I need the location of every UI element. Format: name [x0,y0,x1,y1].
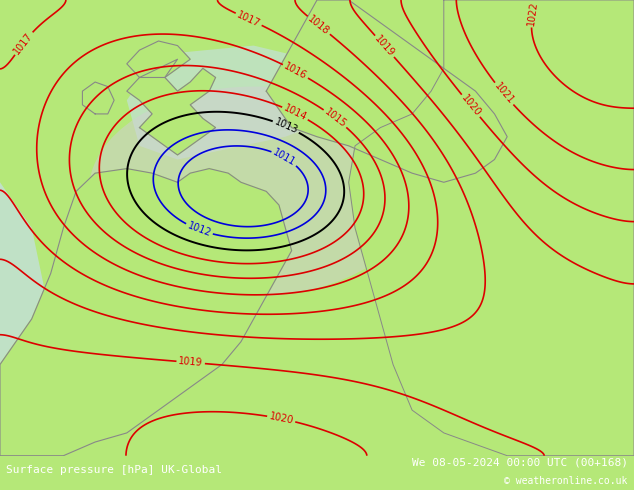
Text: 1013: 1013 [273,117,299,136]
Text: 1017: 1017 [12,30,35,56]
Text: We 08-05-2024 00:00 UTC (00+168): We 08-05-2024 00:00 UTC (00+168) [411,458,628,467]
Text: 1022: 1022 [526,0,540,26]
Polygon shape [127,46,349,160]
Text: 1011: 1011 [271,147,297,168]
Polygon shape [127,59,216,155]
Text: Surface pressure [hPa] UK-Global: Surface pressure [hPa] UK-Global [6,465,223,475]
Text: 1018: 1018 [306,14,332,37]
Text: 1017: 1017 [235,9,262,29]
Polygon shape [0,0,51,365]
Text: 1020: 1020 [268,412,294,426]
Polygon shape [127,41,190,77]
Ellipse shape [89,87,418,296]
Text: 1019: 1019 [178,356,204,368]
Text: 1012: 1012 [186,220,212,239]
Text: 1014: 1014 [282,103,308,123]
Text: © weatheronline.co.uk: © weatheronline.co.uk [504,476,628,486]
Polygon shape [349,0,634,456]
Text: 1016: 1016 [282,61,309,81]
Polygon shape [82,82,114,114]
Text: 1019: 1019 [373,34,396,59]
Text: 1020: 1020 [459,93,482,119]
Polygon shape [178,355,368,419]
Text: 1021: 1021 [492,81,515,106]
Polygon shape [0,169,292,456]
Text: 1015: 1015 [323,107,348,130]
Polygon shape [266,0,507,182]
